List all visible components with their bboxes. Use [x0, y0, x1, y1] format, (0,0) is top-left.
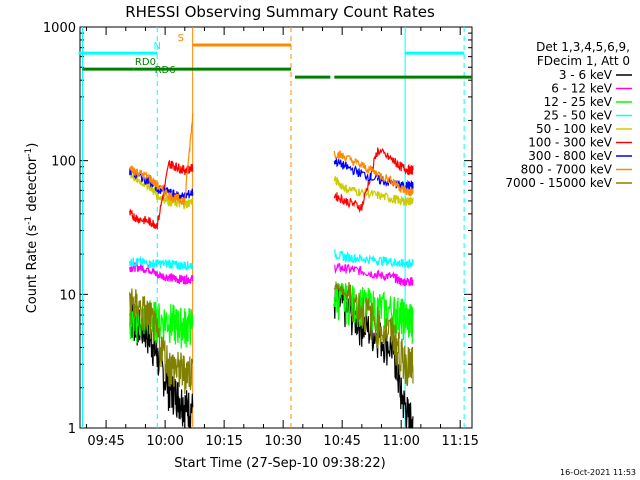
status-label-rd0: RD0 [135, 57, 156, 68]
x-tick-label: 10:00 [146, 434, 183, 449]
y-tick-label: 100 [51, 155, 76, 170]
legend-label: 800 - 7000 keV [521, 163, 613, 177]
series-line [333, 147, 414, 214]
status-label-rd6: RD6 [155, 65, 176, 76]
series-line [129, 159, 194, 230]
series-line [129, 300, 194, 349]
legend-label: 50 - 100 keV [536, 122, 613, 136]
x-tick-label: 10:15 [205, 434, 242, 449]
legend: Det 1,3,4,5,6,9, FDecim 1, Att 0 3 - 6 k… [505, 40, 632, 190]
series-line [333, 282, 414, 387]
series-line [333, 281, 414, 344]
series-line [333, 176, 414, 207]
series-line [129, 255, 193, 271]
timestamp: 16-Oct-2021 11:53 [560, 468, 636, 477]
legend-header-2: FDecim 1, Att 0 [537, 54, 630, 68]
chart-title: RHESSI Observing Summary Count Rates [125, 3, 435, 21]
plot-area: 1 10 100 1000 09:45 10:00 10:15 10:30 10:45 11:00… [43, 21, 479, 449]
series-line [333, 149, 414, 197]
series-line [129, 113, 194, 206]
status-label-n: N [154, 41, 161, 52]
plot-frame [79, 26, 473, 429]
y-tick-label: 1 [68, 422, 76, 437]
y-tick-label: 10 [59, 288, 76, 303]
series-line [129, 288, 194, 394]
series-line [334, 262, 414, 287]
x-tick-label: 10:45 [323, 434, 360, 449]
legend-label: 100 - 300 keV [528, 136, 612, 150]
series-line [129, 260, 194, 285]
legend-header-1: Det 1,3,4,5,6,9, [536, 40, 630, 54]
legend-label: 12 - 25 keV [544, 95, 613, 109]
status-label-s: S [178, 33, 184, 44]
legend-label: 300 - 800 keV [528, 149, 612, 163]
series-line [333, 248, 414, 269]
legend-label: 7000 - 15000 keV [505, 176, 612, 190]
x-axis-label: Start Time (27-Sep-10 09:38:22) [174, 456, 385, 471]
legend-label: 6 - 12 keV [551, 82, 613, 96]
legend-label: 3 - 6 keV [559, 68, 613, 82]
legend-label: 25 - 50 keV [544, 109, 613, 123]
x-tick-label: 11:15 [441, 434, 478, 449]
x-tick-label: 09:45 [87, 434, 124, 449]
y-tick-label: 1000 [43, 21, 76, 36]
x-tick-label: 11:00 [382, 434, 419, 449]
x-tick-label: 10:30 [264, 434, 301, 449]
y-axis-label: Count Rate (s-1 detector-1) [24, 143, 40, 314]
